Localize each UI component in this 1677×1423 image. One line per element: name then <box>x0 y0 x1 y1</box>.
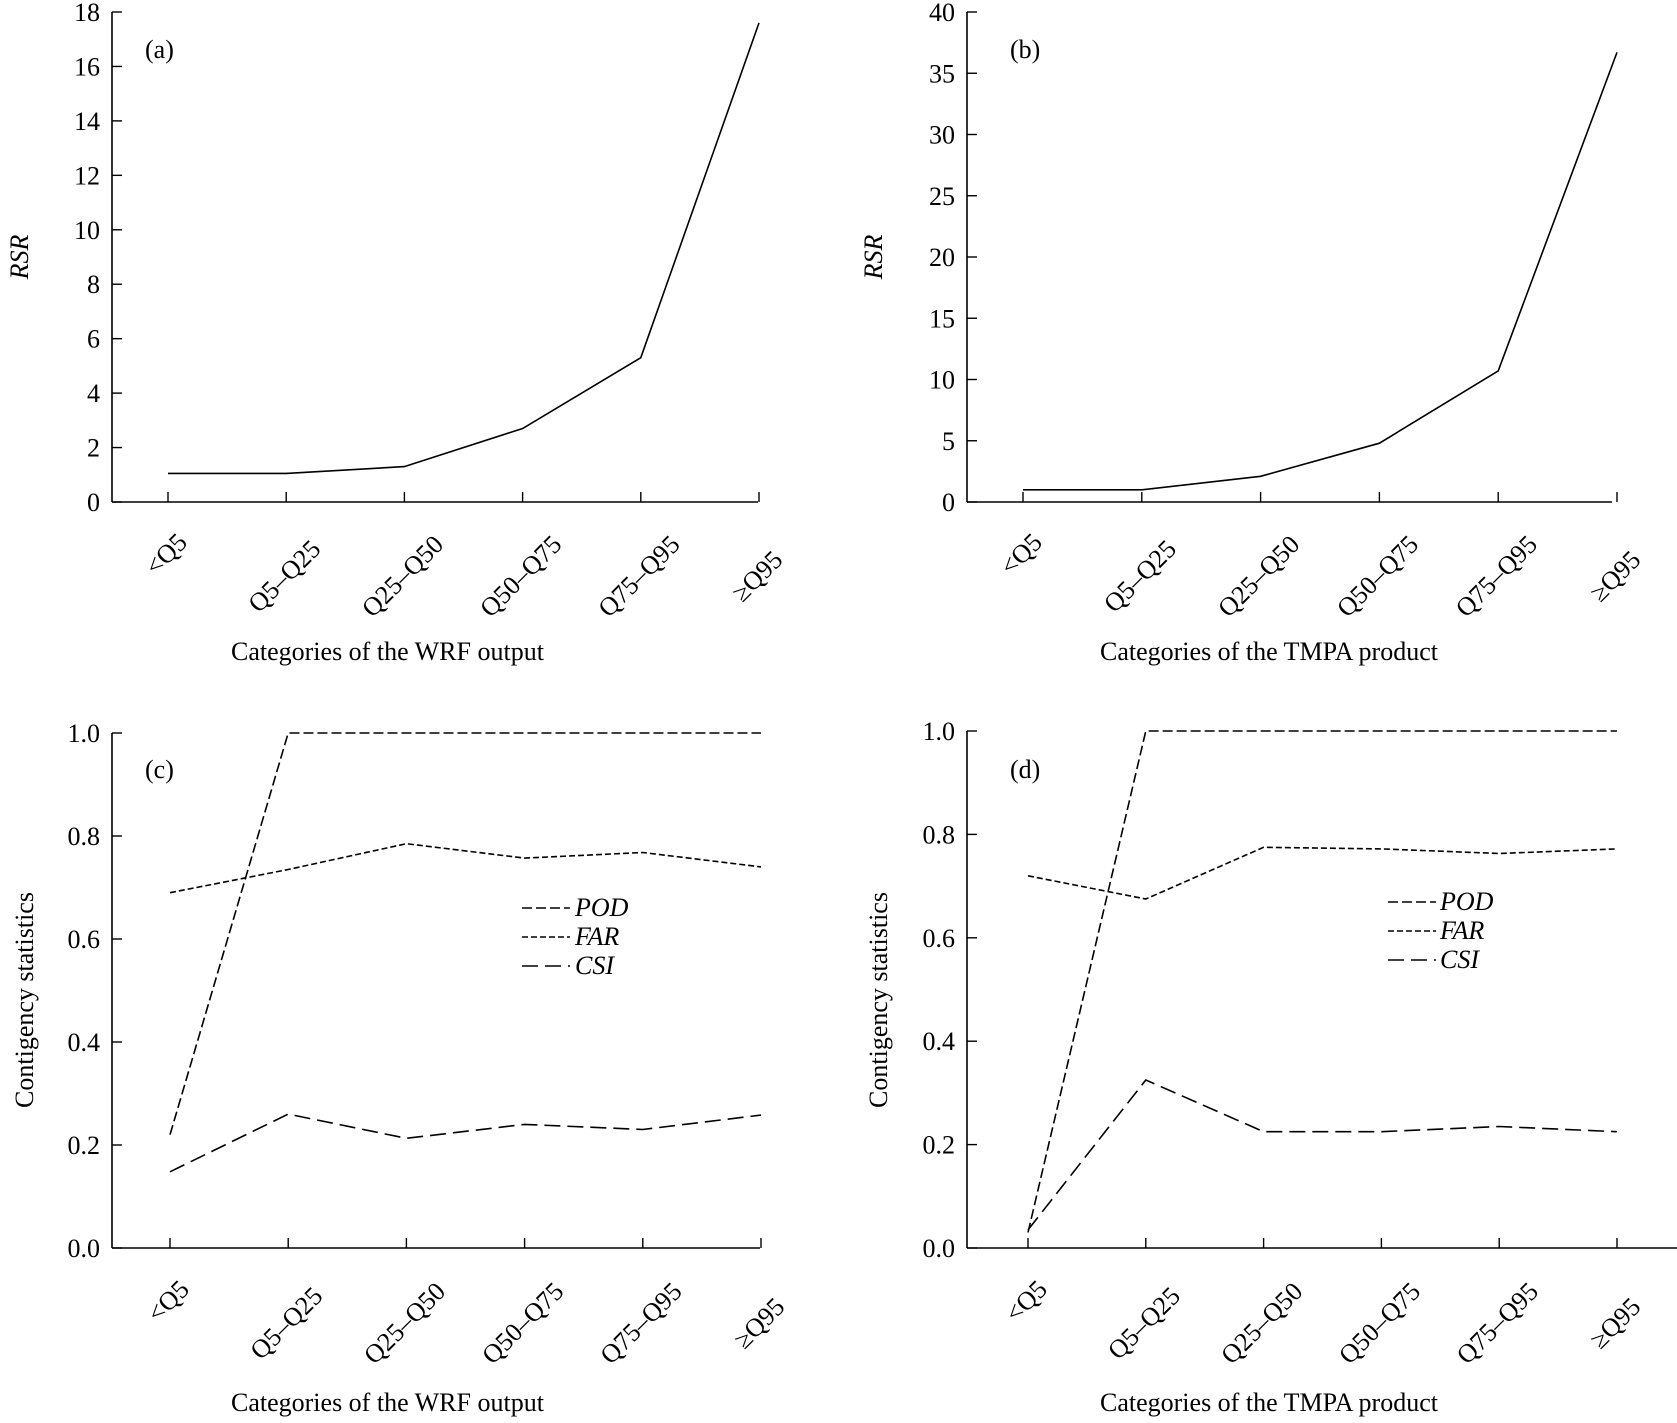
series-line-csi <box>1027 1079 1618 1231</box>
x-tick-label: Q75–Q95 <box>592 530 685 623</box>
y-tick-label: 14 <box>74 107 100 136</box>
y-tick-label: 0.2 <box>923 1131 956 1160</box>
y-tick-label: 0.6 <box>68 925 101 954</box>
y-tick-label: 8 <box>87 270 100 299</box>
x-axis-label: Categories of the TMPA product <box>1100 637 1439 666</box>
y-tick-label: 0 <box>942 488 955 517</box>
x-axis-label: Categories of the TMPA product <box>1100 1388 1439 1417</box>
panel-label: (b) <box>1010 35 1040 64</box>
series-line <box>1023 52 1618 491</box>
series-line-far <box>1027 846 1618 900</box>
y-tick-label: 0.8 <box>68 822 101 851</box>
x-tick-label: <Q5 <box>142 1275 195 1328</box>
legend-label-csi: CSI <box>575 951 615 980</box>
y-tick-label: 16 <box>74 52 100 81</box>
x-tick-label: ≥Q95 <box>1584 545 1646 607</box>
y-tick-label: 30 <box>929 121 955 150</box>
x-tick-label: ≥Q95 <box>728 1292 790 1354</box>
y-tick-label: 15 <box>929 304 955 333</box>
y-tick-label: 0.8 <box>923 820 956 849</box>
y-tick-label: 5 <box>942 427 955 456</box>
y-tick-label: 1.0 <box>68 719 101 748</box>
x-tick-label: Q50–Q75 <box>476 1277 569 1370</box>
y-axis-label: Contigency statistics <box>864 892 893 1108</box>
y-tick-label: 35 <box>929 59 955 88</box>
x-axis-label: Categories of the WRF output <box>231 637 545 666</box>
y-tick-label: 12 <box>74 161 100 190</box>
x-tick-label: <Q5 <box>140 528 193 581</box>
x-tick-label: Q50–Q75 <box>474 530 567 623</box>
y-tick-label: 0.2 <box>68 1131 101 1160</box>
series-line-pod <box>1027 730 1617 1233</box>
x-tick-label: Q75–Q95 <box>1451 1277 1544 1370</box>
x-tick-label: Q25–Q50 <box>356 530 449 623</box>
x-tick-label: Q5–Q25 <box>244 1281 328 1365</box>
x-axis-label: Categories of the WRF output <box>231 1388 545 1417</box>
series-line-csi <box>169 1113 762 1173</box>
series-line <box>168 22 760 475</box>
legend-label-far: FAR <box>574 922 619 951</box>
legend-label-pod: POD <box>1439 887 1494 916</box>
panel-label: (a) <box>145 35 174 64</box>
x-tick-label: Q25–Q50 <box>1215 1277 1308 1370</box>
x-tick-label: Q50–Q75 <box>1331 530 1424 623</box>
y-tick-label: 1.0 <box>923 717 956 746</box>
y-tick-label: 18 <box>74 0 100 27</box>
y-tick-label: 0.0 <box>68 1234 101 1263</box>
series-line-far <box>169 842 762 894</box>
y-tick-label: 25 <box>929 182 955 211</box>
y-tick-label: 0.6 <box>923 924 956 953</box>
x-tick-label: ≥Q95 <box>1584 1292 1646 1354</box>
y-tick-label: 10 <box>929 366 955 395</box>
legend-label-csi: CSI <box>1440 945 1480 974</box>
panel-label: (c) <box>145 755 174 784</box>
chart-panel-d: 0.0 0.2 0.4 0.6 0.8 1.0 <Q5 Q5–Q25 Q25–Q50 Q50–Q7… <box>864 717 1677 1417</box>
y-tick-label: 6 <box>87 325 100 354</box>
x-tick-label: Q50–Q75 <box>1333 1277 1426 1370</box>
panel-label: (d) <box>1010 755 1040 784</box>
y-tick-label: 0.0 <box>923 1234 956 1263</box>
x-tick-label: <Q5 <box>1000 1275 1053 1328</box>
chart-panel-c: 0.0 0.2 0.4 0.6 0.8 1.0 <Q5 Q5–Q25 Q25–Q50 Q50–Q7… <box>10 719 790 1417</box>
x-tick-label: Q5–Q25 <box>1098 534 1182 618</box>
x-tick-label: Q25–Q50 <box>358 1277 451 1370</box>
y-tick-label: 4 <box>87 379 100 408</box>
legend-label-pod: POD <box>574 893 629 922</box>
y-axis-label: RSR <box>5 235 34 281</box>
x-tick-label: Q5–Q25 <box>242 534 326 618</box>
legend-label-far: FAR <box>1439 916 1484 945</box>
y-axis-label: Contigency statistics <box>10 892 39 1108</box>
y-tick-label: 10 <box>74 216 100 245</box>
y-tick-label: 40 <box>929 0 955 27</box>
chart-panel-a: 0 2 4 6 8 10 12 14 16 18 <Q5 Q5–Q25 Q25–Q50 Q50–Q75 Q7… <box>5 0 788 666</box>
y-tick-label: 0 <box>87 488 100 517</box>
x-tick-label: Q75–Q95 <box>594 1277 687 1370</box>
x-tick-label: ≥Q95 <box>726 545 788 607</box>
chart-panel-b: 0 5 10 15 20 25 30 35 40 <Q5 Q5–Q25 Q25–Q50 Q50–Q75 Q… <box>859 0 1646 666</box>
y-tick-label: 0.4 <box>923 1027 956 1056</box>
x-tick-label: Q25–Q50 <box>1212 530 1305 623</box>
x-tick-label: Q75–Q95 <box>1450 530 1543 623</box>
y-tick-label: 0.4 <box>68 1028 101 1057</box>
y-axis-label: RSR <box>859 235 888 281</box>
y-tick-label: 2 <box>87 434 100 463</box>
x-tick-label: Q5–Q25 <box>1102 1281 1186 1365</box>
x-tick-label: <Q5 <box>995 528 1048 581</box>
y-tick-label: 20 <box>929 243 955 272</box>
series-line-pod <box>169 732 761 1135</box>
